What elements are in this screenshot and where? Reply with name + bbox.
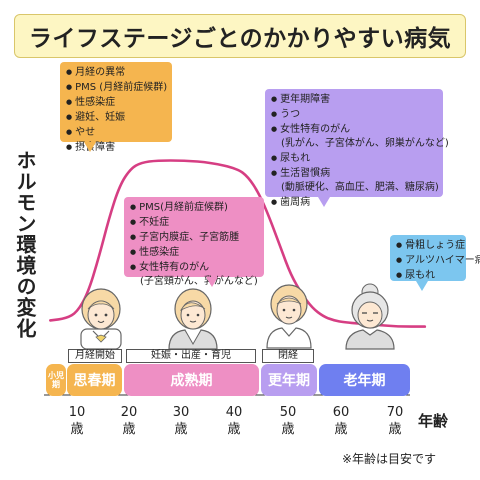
- stage-puberty: 思春期: [67, 364, 122, 396]
- x-axis-label: 年齢: [418, 412, 449, 430]
- callout-mature-item: 女性特有のがん: [130, 260, 258, 275]
- hormone-curve: [49, 159, 427, 328]
- callout-mature-item: 子宮内膜症、子宮筋腫: [130, 230, 258, 245]
- page-title: ライフステージごとのかかりやすい病気: [28, 26, 452, 52]
- y-axis-label: ホルモン環境の変化: [13, 150, 37, 339]
- tick-70: 70 歳: [386, 405, 404, 437]
- callout-menopause-pointer: [318, 197, 330, 207]
- stage-maturity: 成熟期: [124, 364, 259, 396]
- callout-menopause-item: 歯周病: [271, 195, 437, 210]
- callout-mature-item: (子宮頸がん、乳がんなど): [140, 276, 258, 287]
- callout-youth-pointer: [84, 142, 96, 152]
- woman-figure: [168, 288, 218, 350]
- tick-60: 60 歳: [332, 405, 350, 437]
- event-pregnancy-childcare: 妊娠・出産・育児: [126, 349, 256, 363]
- tick-50: 50 歳: [279, 405, 297, 437]
- callout-menopause: 更年期障害うつ女性特有のがん(乳がん、子宮体がん、卵巣がんなど) 尿もれ生活習慣病…: [265, 89, 449, 208]
- callout-menopause-item: 尿もれ: [271, 151, 437, 166]
- callout-mature: PMS(月経前症候群)不妊症子宮内膜症、子宮筋腫性感染症女性特有のがん(子宮頸が…: [124, 197, 264, 287]
- callout-youth-item: 避妊、妊娠: [66, 110, 166, 125]
- callout-mature-item: PMS(月経前症候群): [130, 200, 258, 215]
- tick-20: 20 歳: [120, 405, 138, 437]
- tick-40: 40 歳: [225, 405, 243, 437]
- callout-youth-item: 摂食障害: [66, 140, 166, 155]
- stage-childhood: 小児期: [46, 364, 66, 396]
- callout-menopause-item: うつ: [271, 107, 437, 122]
- callout-menopause-item: 女性特有のがん: [271, 122, 437, 137]
- callout-elderly-item: アルツハイマー病: [396, 253, 480, 268]
- tick-30: 30 歳: [172, 405, 190, 437]
- middle-aged-woman-figure: [266, 284, 312, 349]
- callout-mature-pointer: [206, 277, 218, 287]
- stage-menopause: 更年期: [261, 364, 317, 396]
- callout-menopause-item: (動脈硬化、高血圧、肥満、糖尿病): [281, 182, 439, 193]
- callout-elderly-pointer: [416, 281, 428, 291]
- callout-menopause-item: 更年期障害: [271, 92, 437, 107]
- tick-10: 10 歳: [68, 405, 86, 437]
- callout-youth-item: PMS (月経前症候群): [66, 80, 167, 95]
- callout-menopause-item: 生活習慣病: [271, 166, 437, 181]
- event-menarche: 月経開始: [68, 349, 122, 363]
- callout-elderly-item: 骨粗しょう症: [396, 238, 465, 253]
- callout-youth-item: 月経の異常: [66, 65, 166, 80]
- title-banner: ライフステージごとのかかりやすい病気: [14, 14, 466, 58]
- callout-youth-item: やせ: [66, 125, 166, 140]
- callout-mature-item: 性感染症: [130, 245, 258, 260]
- callout-menopause-item: (乳がん、子宮体がん、卵巣がんなど): [281, 138, 449, 149]
- callout-elderly-item: 尿もれ: [396, 268, 460, 283]
- callout-youth-item: 性感染症: [66, 95, 166, 110]
- stage-old-age: 老年期: [319, 364, 410, 396]
- callout-elderly: 骨粗しょう症アルツハイマー病尿もれ: [390, 235, 480, 283]
- footnote: ※年齢は目安です: [342, 452, 437, 466]
- event-menopause: 閉経: [262, 349, 314, 363]
- callout-youth: 月経の異常PMS (月経前症候群)性感染症避妊、妊娠やせ摂食障害: [60, 62, 172, 153]
- callout-mature-item: 不妊症: [130, 215, 258, 230]
- elderly-woman-figure: [345, 283, 395, 350]
- girl-figure: [80, 288, 122, 350]
